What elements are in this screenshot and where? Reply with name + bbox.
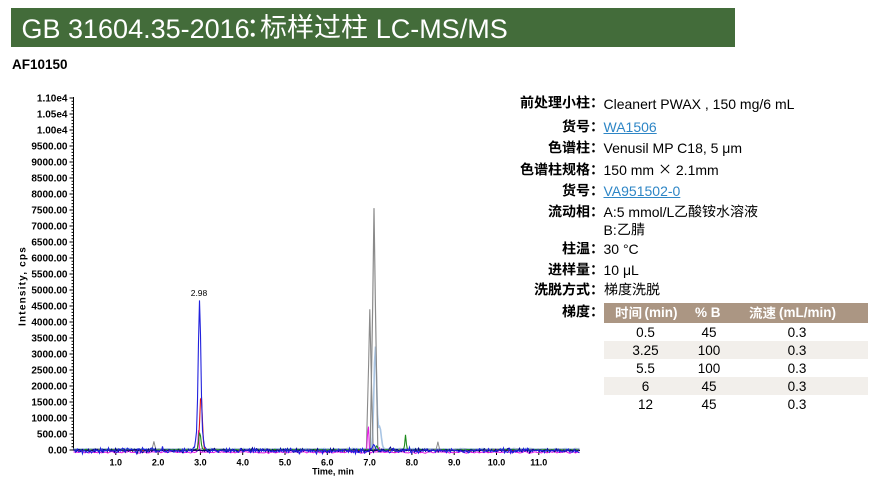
svg-text:8.0: 8.0 bbox=[406, 457, 419, 467]
svg-text:Intensity, cps: Intensity, cps bbox=[18, 246, 29, 326]
svg-text:5.0: 5.0 bbox=[279, 457, 292, 467]
svg-text:2.98: 2.98 bbox=[191, 288, 208, 298]
svg-text:2.0: 2.0 bbox=[152, 457, 165, 467]
svg-text:9.0: 9.0 bbox=[448, 457, 461, 467]
svg-text:6500.00: 6500.00 bbox=[31, 237, 68, 248]
svg-text:1.0: 1.0 bbox=[110, 457, 123, 467]
svg-text:3000.00: 3000.00 bbox=[31, 349, 68, 360]
svg-text:2500.00: 2500.00 bbox=[31, 365, 68, 376]
svg-text:1.10e4: 1.10e4 bbox=[37, 93, 68, 104]
svg-text:8000.00: 8000.00 bbox=[31, 189, 68, 200]
svg-text:4000.00: 4000.00 bbox=[31, 317, 68, 328]
svg-text:0.00: 0.00 bbox=[48, 445, 68, 456]
svg-text:8500.00: 8500.00 bbox=[31, 173, 68, 184]
svg-text:6.0: 6.0 bbox=[321, 457, 334, 467]
svg-text:7500.00: 7500.00 bbox=[31, 205, 68, 216]
svg-text:5000.00: 5000.00 bbox=[31, 285, 68, 296]
svg-text:9500.00: 9500.00 bbox=[31, 141, 68, 152]
svg-text:11.0: 11.0 bbox=[530, 457, 547, 467]
svg-text:7.0: 7.0 bbox=[363, 457, 376, 467]
svg-text:Time, min: Time, min bbox=[312, 467, 354, 477]
svg-text:1.00e4: 1.00e4 bbox=[37, 125, 68, 136]
svg-text:1500.00: 1500.00 bbox=[31, 397, 68, 408]
svg-text:7000.00: 7000.00 bbox=[31, 221, 68, 232]
svg-text:500.00: 500.00 bbox=[37, 429, 68, 440]
svg-text:5500.00: 5500.00 bbox=[31, 269, 68, 280]
svg-text:3.0: 3.0 bbox=[194, 457, 207, 467]
svg-text:2000.00: 2000.00 bbox=[31, 381, 68, 392]
svg-text:6000.00: 6000.00 bbox=[31, 253, 68, 264]
svg-text:4.0: 4.0 bbox=[236, 457, 249, 467]
svg-text:9000.00: 9000.00 bbox=[31, 157, 68, 168]
svg-text:1000.00: 1000.00 bbox=[31, 413, 68, 424]
svg-text:4500.00: 4500.00 bbox=[31, 301, 68, 312]
svg-text:10.0: 10.0 bbox=[488, 457, 506, 467]
svg-text:3500.00: 3500.00 bbox=[31, 333, 68, 344]
svg-text:1.05e4: 1.05e4 bbox=[37, 109, 68, 120]
